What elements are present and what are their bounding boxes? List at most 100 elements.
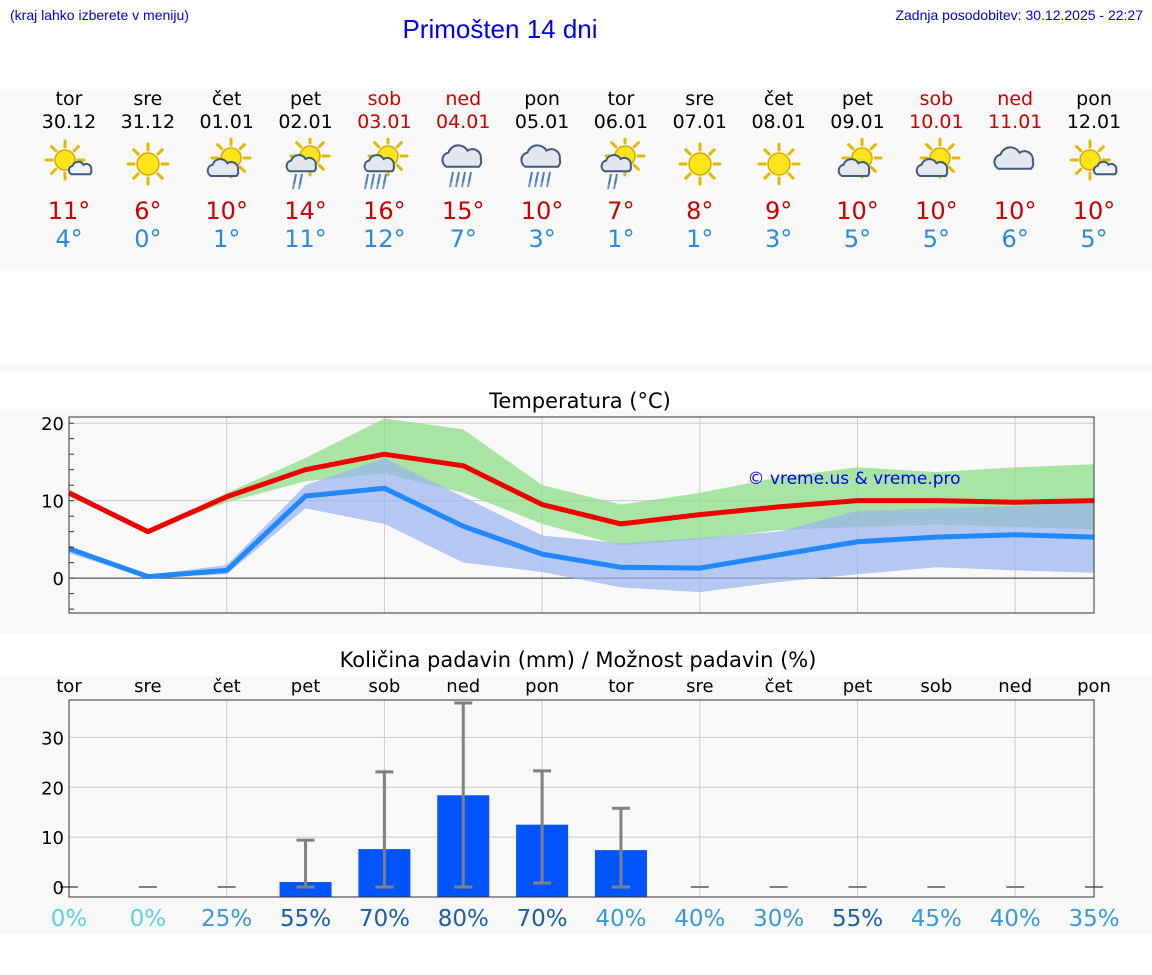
precip-probability-label: 40%: [990, 906, 1041, 932]
sun-icon: [757, 142, 801, 186]
sun-small-cloud-icon: [44, 139, 93, 181]
max-temperature: 10°: [1072, 197, 1116, 225]
temp-y-tick-label: 0: [53, 569, 64, 590]
min-temperature: 3°: [528, 225, 556, 253]
day-name: ned: [445, 88, 482, 110]
cloud-icon: [993, 146, 1035, 170]
day-date: 01.01: [199, 111, 254, 133]
divider: [0, 365, 1152, 371]
min-temperature: 11°: [284, 225, 327, 253]
day-name: sre: [133, 88, 163, 110]
day-column: pon 05.01 10° 3°: [503, 88, 581, 253]
sun-behind-cloud-icon: [916, 138, 961, 179]
day-column: sre 07.01 8° 1°: [661, 88, 739, 253]
day-name: čet: [211, 88, 242, 110]
temp-chart-title: Temperatura (°C): [488, 389, 671, 413]
max-temperature: 11°: [47, 197, 91, 225]
precip-x-tick-label: sre: [686, 676, 713, 697]
precip-probability-label: 0%: [51, 906, 88, 932]
daily-forecast: tor 30.12 11° 4° sre 31.12 6° 0° čet 01.01 10° 1° pe…: [0, 88, 1152, 253]
precip-chart-title: Količina padavin (mm) / Možnost padavin …: [340, 648, 817, 672]
day-column: pon 12.01 10° 5°: [1055, 88, 1133, 253]
day-date: 08.01: [751, 111, 806, 133]
min-temperature: 4°: [55, 225, 83, 253]
min-temperature: 1°: [213, 225, 241, 253]
day-name: sob: [919, 88, 954, 110]
max-temperature: 10°: [520, 197, 564, 225]
precip-probability-label: 40%: [595, 906, 646, 932]
precip-x-tick-label: ned: [446, 676, 480, 697]
min-temperature: 5°: [1080, 225, 1108, 253]
cloud-rain-icon: [441, 144, 483, 188]
day-name: tor: [55, 88, 83, 110]
precip-x-tick-label: pet: [291, 676, 321, 697]
day-column: ned 11.01 10° 6°: [976, 88, 1054, 253]
precip-probability-label: 25%: [201, 906, 252, 932]
precip-x-tick-label: ned: [998, 676, 1032, 697]
precip-y-tick-label: 30: [41, 728, 64, 749]
precip-plot-area: [69, 700, 1094, 897]
day-name: sob: [367, 88, 402, 110]
precip-probability-label: 0%: [130, 906, 167, 932]
max-temperature: 6°: [134, 197, 162, 225]
min-temperature: 6°: [1001, 225, 1029, 253]
min-temperature: 12°: [363, 225, 406, 253]
max-temperature-line: [67, 451, 1095, 535]
day-date: 10.01: [909, 111, 964, 133]
min-temperature: 1°: [686, 225, 714, 253]
day-name: sre: [685, 88, 715, 110]
min-temperature: 3°: [765, 225, 793, 253]
precip-x-tick-label: pet: [843, 676, 873, 697]
max-temperature: 10°: [205, 197, 248, 225]
precip-x-tick-label: tor: [56, 676, 82, 697]
min-temperature: 1°: [607, 225, 635, 253]
precip-x-tick-label: čet: [213, 676, 241, 697]
precip-probability-label: 55%: [280, 906, 331, 932]
sun-cloud-light-rain-icon: [285, 138, 331, 190]
day-name: ned: [997, 88, 1034, 110]
day-column: sob 10.01 10° 5°: [897, 88, 975, 253]
day-date: 30.12: [41, 111, 97, 133]
precip-x-tick-label: čet: [765, 676, 793, 697]
precip-x-tick-label: sob: [920, 676, 952, 697]
day-column: ned 04.01 15° 7°: [424, 88, 502, 253]
temp-y-tick-label: 20: [41, 414, 64, 435]
precip-x-tick-label: tor: [608, 676, 634, 697]
sun-behind-cloud-icon: [206, 138, 252, 179]
day-column: čet 01.01 10° 1°: [188, 88, 266, 253]
sun-icon: [126, 142, 170, 186]
copyright-annotation: © vreme.us & vreme.pro: [747, 469, 960, 489]
max-temperature: 7°: [607, 197, 635, 225]
max-temperature: 9°: [765, 197, 793, 225]
max-temperature: 10°: [836, 197, 879, 225]
precip-probability-label: 30%: [753, 906, 804, 932]
temp-y-tick-label: 10: [41, 492, 64, 513]
day-column: tor 06.01 7° 1°: [582, 88, 660, 253]
min-temperature: 5°: [843, 225, 872, 253]
day-column: sob 03.01 16° 12°: [345, 88, 423, 253]
page-title: Primošten 14 dni: [402, 14, 598, 44]
precip-probability-label: 70%: [517, 906, 568, 932]
day-name: pet: [289, 88, 322, 110]
day-name: pon: [1076, 88, 1112, 110]
day-name: čet: [763, 88, 794, 110]
max-temperature: 10°: [993, 197, 1037, 225]
last-updated: Zadnja posodobitev: 30.12.2025 - 22:27: [895, 7, 1143, 23]
day-name: pet: [841, 88, 874, 110]
menu-hint: (kraj lahko izberete v meniju): [10, 7, 189, 23]
max-temperature: 15°: [441, 197, 485, 225]
day-date: 31.12: [120, 111, 176, 133]
precip-plot-frame: [68, 699, 1095, 898]
max-temperature: 14°: [284, 197, 327, 225]
day-column: pet 02.01 14° 11°: [267, 88, 345, 253]
day-date: 12.01: [1066, 111, 1122, 133]
day-date: 06.01: [593, 111, 649, 133]
sun-icon: [678, 142, 722, 186]
forecast-band: [0, 90, 1152, 270]
day-name: tor: [607, 88, 635, 110]
min-temperature: 5°: [922, 225, 950, 253]
day-date: 09.01: [830, 111, 885, 133]
temp-plot-frame: [68, 416, 1095, 614]
day-column: čet 08.01 9° 3°: [740, 88, 818, 253]
precip-probability-label: 45%: [911, 906, 962, 932]
